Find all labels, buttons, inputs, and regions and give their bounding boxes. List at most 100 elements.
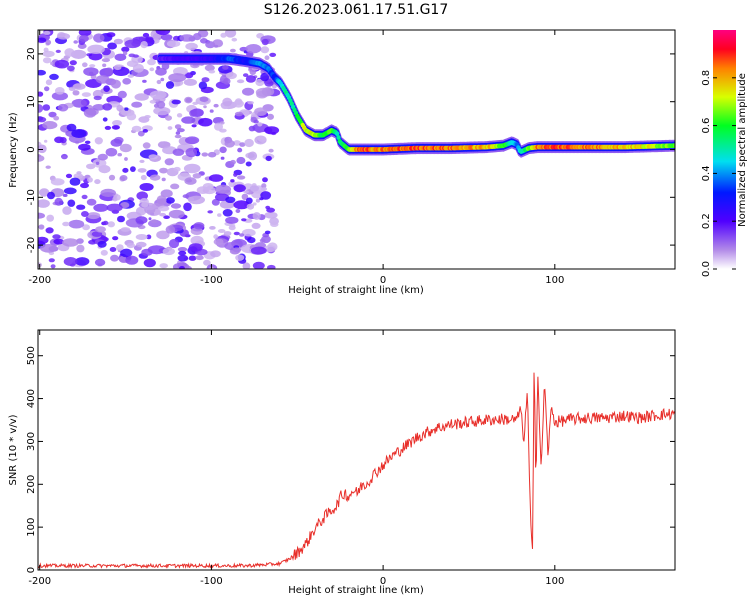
noise-speck bbox=[70, 49, 87, 60]
noise-speck bbox=[179, 34, 195, 42]
noise-speck bbox=[199, 96, 209, 102]
figure-title: S126.2023.061.17.51.G17 bbox=[264, 2, 449, 18]
noise-speck bbox=[69, 177, 81, 186]
noise-speck bbox=[109, 247, 117, 252]
noise-speck bbox=[156, 195, 167, 205]
noise-speck bbox=[94, 258, 106, 266]
noise-speck bbox=[102, 117, 108, 122]
noise-speck bbox=[163, 215, 170, 219]
ridge-core bbox=[672, 143, 675, 149]
noise-speck bbox=[65, 173, 73, 179]
noise-speck bbox=[82, 224, 90, 231]
noise-speck bbox=[254, 107, 268, 116]
noise-speck bbox=[183, 265, 192, 269]
noise-speck bbox=[52, 234, 61, 240]
noise-speck bbox=[113, 38, 123, 45]
noise-speck bbox=[72, 90, 80, 96]
noise-speck bbox=[75, 257, 90, 266]
noise-speck bbox=[192, 101, 199, 105]
noise-speck bbox=[260, 187, 268, 191]
noise-speck bbox=[208, 174, 224, 182]
noise-speck bbox=[95, 226, 106, 233]
noise-speck bbox=[92, 89, 104, 99]
noise-speck bbox=[144, 115, 151, 119]
noise-speck bbox=[83, 67, 99, 76]
noise-speck bbox=[203, 105, 207, 109]
noise-speck bbox=[93, 33, 105, 43]
noise-speck bbox=[112, 120, 122, 126]
noise-speck bbox=[40, 243, 58, 253]
noise-speck bbox=[38, 199, 50, 208]
noise-speck bbox=[46, 214, 54, 222]
noise-speck bbox=[243, 190, 250, 194]
noise-speck bbox=[114, 53, 127, 61]
noise-speck bbox=[73, 173, 84, 179]
noise-speck bbox=[173, 166, 181, 172]
noise-speck bbox=[68, 219, 85, 229]
noise-speck bbox=[161, 177, 166, 182]
noise-speck bbox=[236, 79, 245, 84]
snr-ticks: -200 -100 0 100 0 100 200 300 400 500 bbox=[26, 330, 675, 587]
noise-speck bbox=[170, 203, 182, 209]
noise-speck bbox=[81, 194, 88, 200]
noise-speck bbox=[117, 90, 127, 99]
x-tick-label: 100 bbox=[545, 576, 564, 587]
noise-speck bbox=[44, 139, 48, 143]
noise-speck bbox=[181, 116, 196, 124]
noise-speck bbox=[250, 246, 267, 255]
y-tick-label: 0 bbox=[26, 567, 37, 573]
noise-speck bbox=[185, 136, 200, 145]
noise-speck bbox=[165, 81, 175, 89]
noise-speck bbox=[86, 212, 101, 220]
noise-speck bbox=[107, 42, 117, 50]
noise-speck bbox=[56, 33, 71, 40]
noise-speck bbox=[185, 147, 198, 158]
noise-speck bbox=[239, 233, 245, 237]
noise-speck bbox=[81, 92, 91, 97]
noise-speck bbox=[102, 63, 107, 68]
noise-speck bbox=[244, 138, 254, 148]
noise-speck bbox=[184, 96, 193, 104]
noise-speck bbox=[62, 238, 79, 247]
noise-speck bbox=[137, 130, 145, 137]
noise-speck bbox=[185, 42, 198, 51]
noise-speck bbox=[146, 234, 152, 240]
noise-speck bbox=[101, 58, 110, 63]
noise-speck bbox=[43, 30, 51, 35]
noise-speck bbox=[223, 77, 231, 85]
noise-speck bbox=[188, 243, 203, 252]
noise-speck bbox=[122, 50, 128, 56]
noise-speck bbox=[233, 99, 244, 108]
noise-speck bbox=[38, 104, 44, 113]
snr-marks bbox=[38, 372, 675, 569]
noise-speck bbox=[95, 161, 100, 165]
noise-speck bbox=[45, 39, 52, 46]
y-tick-label: 0 bbox=[26, 146, 37, 152]
noise-speck bbox=[220, 156, 225, 160]
noise-speck bbox=[86, 163, 96, 170]
noise-speck bbox=[159, 263, 168, 269]
noise-speck bbox=[223, 231, 232, 236]
noise-speck bbox=[156, 100, 166, 109]
noise-speck bbox=[243, 50, 248, 54]
noise-speck bbox=[170, 183, 180, 190]
x-tick-label: 0 bbox=[380, 576, 386, 587]
noise-speck bbox=[63, 187, 77, 195]
noise-speck bbox=[264, 230, 271, 235]
noise-speck bbox=[162, 247, 175, 256]
noise-speck bbox=[87, 44, 105, 54]
noise-speck bbox=[93, 95, 102, 101]
noise-speck bbox=[178, 250, 187, 256]
noise-speck bbox=[195, 255, 204, 261]
noise-speck bbox=[143, 258, 156, 268]
colorbar-scale bbox=[713, 30, 736, 269]
noise-speck bbox=[134, 93, 149, 101]
noise-speck bbox=[214, 122, 223, 131]
noise-speck bbox=[76, 204, 86, 210]
noise-speck bbox=[136, 241, 147, 248]
noise-speck bbox=[233, 231, 240, 236]
noise-speck bbox=[45, 165, 51, 169]
noise-speck bbox=[201, 152, 209, 157]
noise-speck bbox=[171, 99, 181, 105]
